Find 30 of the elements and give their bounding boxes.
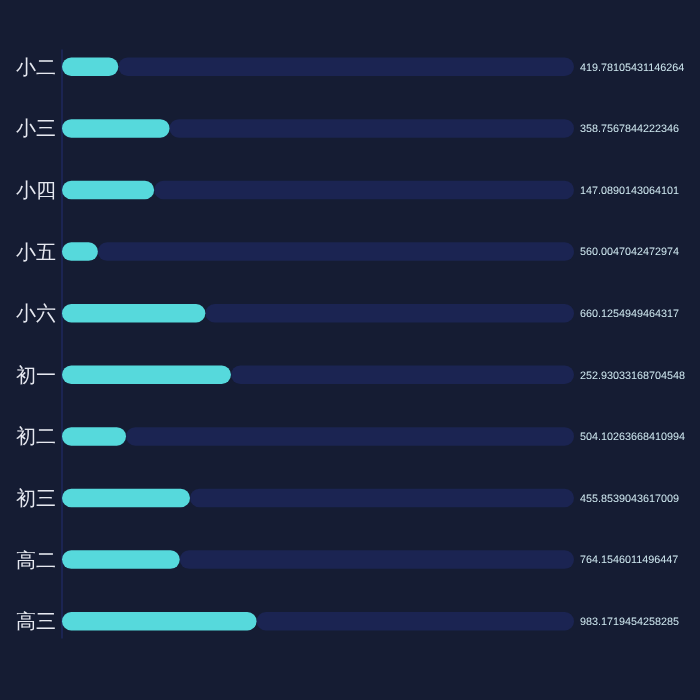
bar (154, 180, 574, 200)
y-tick-label: 小三 (16, 117, 56, 142)
bar (256, 611, 574, 631)
bar (62, 180, 155, 200)
bar (62, 488, 190, 508)
bar (179, 550, 574, 569)
bar (62, 119, 170, 138)
y-tick-label: 初一 (16, 363, 56, 388)
bar (62, 427, 126, 446)
bar (118, 57, 574, 77)
y-tick-label: 初二 (16, 425, 56, 450)
y-tick-label: 高三 (16, 610, 56, 635)
bar (62, 57, 119, 77)
y-tick-label: 小四 (16, 179, 56, 203)
bar (62, 611, 257, 631)
bar (190, 488, 574, 508)
bar (62, 303, 206, 323)
y-tick-label: 小五 (16, 240, 56, 265)
bar (169, 119, 574, 138)
y-tick-label: 小六 (16, 302, 56, 327)
bar (205, 303, 574, 323)
y-tick-label: 小二 (16, 55, 56, 80)
bar (230, 365, 574, 385)
y-tick-label: 高二 (16, 548, 56, 573)
bar (97, 242, 574, 261)
bar (62, 550, 180, 569)
bar (62, 242, 98, 261)
bar (62, 365, 231, 385)
y-tick-label: 初三 (16, 487, 56, 511)
bar (126, 427, 574, 446)
